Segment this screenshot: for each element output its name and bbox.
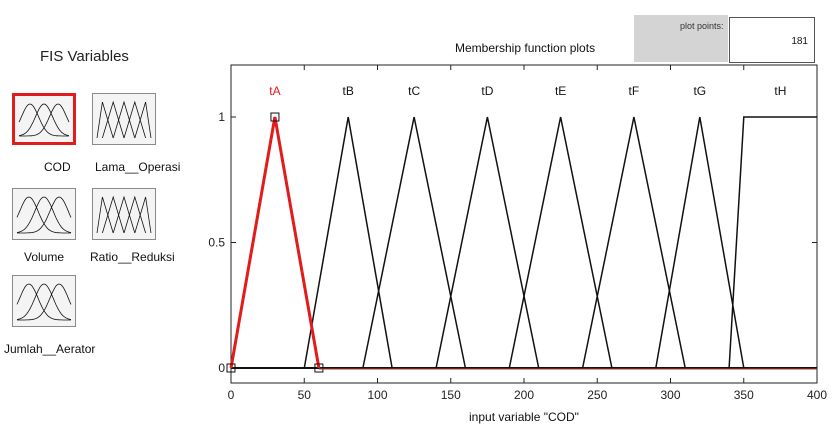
variable-label: COD [44, 160, 71, 174]
y-tick-label: 0.5 [208, 236, 225, 250]
mf-label-tc: tC [408, 84, 420, 98]
plot-title: Membership function plots [455, 41, 596, 55]
variable-tile-cod[interactable] [12, 93, 76, 145]
mf-curve-tb [303, 116, 393, 369]
variable-tile-lama__operasi[interactable] [92, 93, 156, 145]
variable-label: Lama__Operasi [95, 160, 181, 174]
x-tick-label: 100 [367, 388, 387, 402]
mf-curve-ta [229, 116, 321, 369]
x-tick-label: 350 [734, 388, 754, 402]
gaussian-mf-icon [16, 283, 72, 321]
gaussian-mf-icon [18, 103, 70, 137]
x-tick-label: 250 [587, 388, 607, 402]
plot-points-input[interactable]: 181 [729, 17, 815, 63]
variable-tile-volume[interactable] [12, 188, 76, 240]
mf-handle [270, 112, 280, 122]
x-tick-label: 200 [514, 388, 534, 402]
x-tick-label: 50 [298, 388, 312, 402]
triangular-mf-icon [96, 195, 152, 234]
mf-label-te: tE [555, 84, 566, 98]
mf-label-tf: tF [629, 84, 640, 98]
mf-handle [226, 363, 236, 373]
variable-label: Jumlah__Aerator [4, 342, 96, 356]
mf-curve-td [435, 116, 540, 369]
y-tick-label: 1 [218, 110, 225, 124]
x-tick-label: 0 [228, 388, 235, 402]
x-tick-label: 150 [441, 388, 461, 402]
variable-tile-ratio__reduksi[interactable] [92, 188, 156, 240]
mf-label-td: tD [481, 84, 493, 98]
triangular-mf-icon [96, 100, 152, 139]
variable-label: Volume [24, 250, 65, 264]
fis-variables-title: FIS Variables [40, 48, 129, 65]
mf-label-ta: tA [269, 84, 280, 98]
x-tick-label: 400 [807, 388, 827, 402]
mf-curve-tc [362, 116, 467, 369]
x-tick-label: 300 [660, 388, 680, 402]
x-axis-label: input variable "COD" [469, 410, 579, 424]
mf-curve-tg [655, 116, 745, 369]
variable-label: Ratio__Reduksi [90, 250, 175, 264]
mf-label-tg: tG [693, 84, 706, 98]
plot-points-panel [634, 15, 728, 62]
mf-curve-tf [581, 116, 686, 369]
plot-points-label: plot points: [680, 21, 724, 31]
mf-label-th: tH [774, 84, 786, 98]
mf-label-tb: tB [343, 84, 354, 98]
plot-points-value: 181 [791, 36, 808, 47]
mf-curve-te [508, 116, 613, 369]
y-tick-label: 0 [218, 361, 225, 375]
gaussian-mf-icon [16, 196, 72, 234]
variable-tile-jumlah__aerator[interactable] [12, 275, 76, 327]
mf-curve-th [728, 116, 817, 369]
plot-frame [230, 64, 818, 384]
mf-handle [314, 363, 324, 373]
